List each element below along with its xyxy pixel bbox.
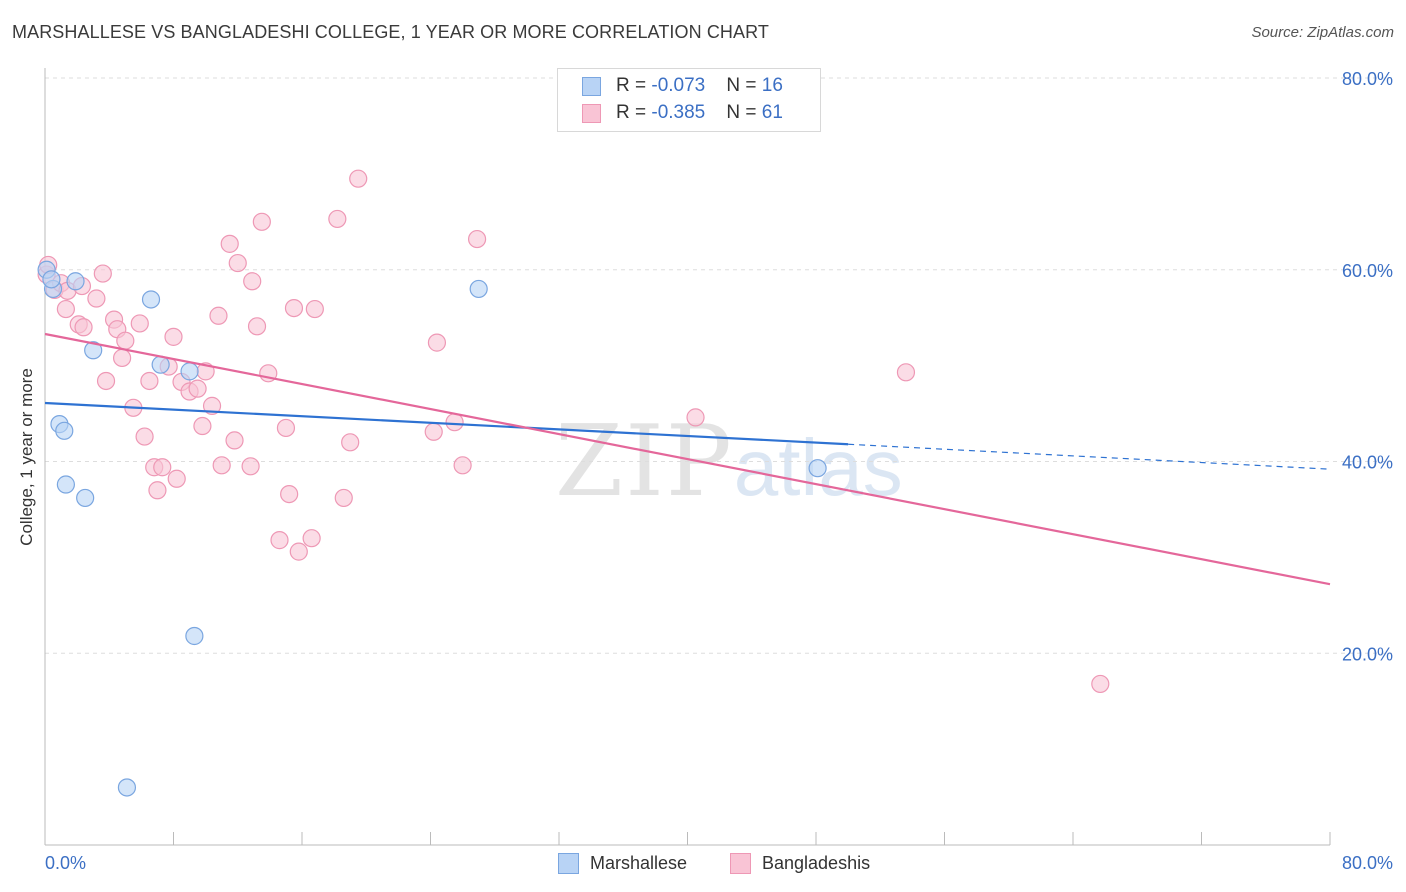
bangladeshi-point — [243, 272, 262, 291]
marshallese-point — [76, 488, 95, 508]
bangladeshi-point — [87, 289, 106, 308]
bangladeshi-point — [445, 413, 464, 432]
source-label: Source: ZipAtlas.com — [1251, 24, 1394, 41]
marshallese-point — [808, 459, 827, 478]
bangladeshi-point — [341, 433, 360, 452]
marshallese-trendline-extension — [848, 443, 1331, 470]
bangladeshi-point — [164, 327, 183, 346]
bangladeshi-point — [334, 488, 353, 508]
legend-n-label: N = — [726, 75, 762, 96]
bangladeshi-point — [1091, 674, 1110, 694]
legend-n-value: 61 — [761, 102, 783, 123]
bangladeshi-point — [220, 234, 239, 253]
bangladeshi-point — [280, 484, 299, 504]
marshallese-point — [469, 279, 488, 299]
marshallese-point — [180, 362, 199, 381]
y-tick-label: 80.0% — [1342, 69, 1393, 89]
legend-n-label: N = — [726, 102, 762, 123]
bangladeshi-point — [241, 457, 260, 476]
bangladeshi-point — [453, 456, 472, 475]
legend-r-label: R = — [616, 75, 652, 96]
bangladeshi-point — [305, 299, 324, 319]
bangladeshi-point — [112, 348, 132, 368]
marshallese-point — [55, 421, 74, 440]
marshallese-point — [42, 270, 61, 289]
x-tick-label: 80.0% — [1342, 853, 1393, 873]
bangladeshi-point — [252, 212, 271, 231]
bangladeshi-point — [202, 396, 222, 415]
marshallese-point — [117, 778, 137, 797]
y-axis-label: College, 1 year or more — [17, 368, 36, 546]
bangladeshi-point — [188, 379, 207, 398]
bangladeshi-point — [896, 363, 916, 382]
bangladeshi-point — [228, 253, 247, 273]
bangladeshi-point — [116, 331, 135, 350]
bangladeshi-point — [349, 169, 368, 188]
bangladeshi-point — [427, 333, 447, 352]
legend-label-marshallese: Marshallese — [590, 853, 688, 873]
bangladeshi-legend-swatch — [730, 853, 751, 874]
bangladeshi-point — [686, 408, 705, 427]
legend-r-value: -0.385 — [651, 102, 706, 123]
bangladeshi-point — [270, 531, 289, 550]
bangladeshi-point — [247, 317, 267, 336]
bangladeshi-point — [328, 209, 347, 229]
marshallese-trendline — [44, 401, 849, 446]
bangladeshi-swatch — [582, 104, 601, 123]
bangladeshi-point — [130, 314, 149, 333]
marshallese-swatch — [582, 77, 601, 96]
bangladeshi-point — [212, 456, 231, 475]
bangladeshi-point — [148, 481, 167, 500]
bangladeshi-point — [289, 542, 308, 561]
bangladeshi-point — [167, 469, 186, 488]
bangladeshi-trendline — [44, 332, 1331, 586]
marshallese-point — [56, 475, 75, 494]
bangladeshi-point — [74, 318, 93, 337]
bangladeshi-point — [193, 416, 212, 436]
bangladeshi-point — [225, 431, 244, 450]
legend-label-bangladeshis: Bangladeshis — [762, 853, 871, 873]
y-tick-label: 60.0% — [1342, 261, 1393, 281]
chart-title: MARSHALLESE VS BANGLADESHI COLLEGE, 1 YE… — [12, 22, 769, 42]
bangladeshi-point — [209, 306, 228, 325]
bangladeshi-point — [135, 427, 154, 446]
bangladeshi-point — [56, 299, 75, 319]
x-tick-label: 0.0% — [45, 853, 86, 873]
legend-n-value: 16 — [761, 75, 783, 96]
bangladeshi-point — [284, 299, 304, 318]
marshallese-point — [66, 272, 85, 291]
stats-legend: R = -0.073 N = 16 R = -0.385 N = 61 — [557, 68, 821, 132]
y-tick-label: 40.0% — [1342, 453, 1393, 473]
marshallese-point — [84, 341, 103, 360]
legend-r-value: -0.073 — [651, 75, 706, 96]
bangladeshi-point — [140, 371, 159, 391]
bangladeshi-point — [276, 418, 296, 438]
bangladeshi-point — [153, 458, 172, 477]
bangladeshi-point — [93, 264, 112, 283]
bangladeshi-point — [302, 529, 321, 548]
bangladeshi-point — [424, 422, 443, 441]
marshallese-point — [141, 290, 161, 309]
legend-r-label: R = — [616, 102, 652, 123]
bangladeshi-point — [467, 229, 487, 249]
bangladeshi-point — [96, 371, 116, 391]
y-tick-label: 20.0% — [1342, 644, 1393, 664]
marshallese-legend-swatch — [558, 853, 579, 874]
marshallese-point — [185, 626, 204, 646]
